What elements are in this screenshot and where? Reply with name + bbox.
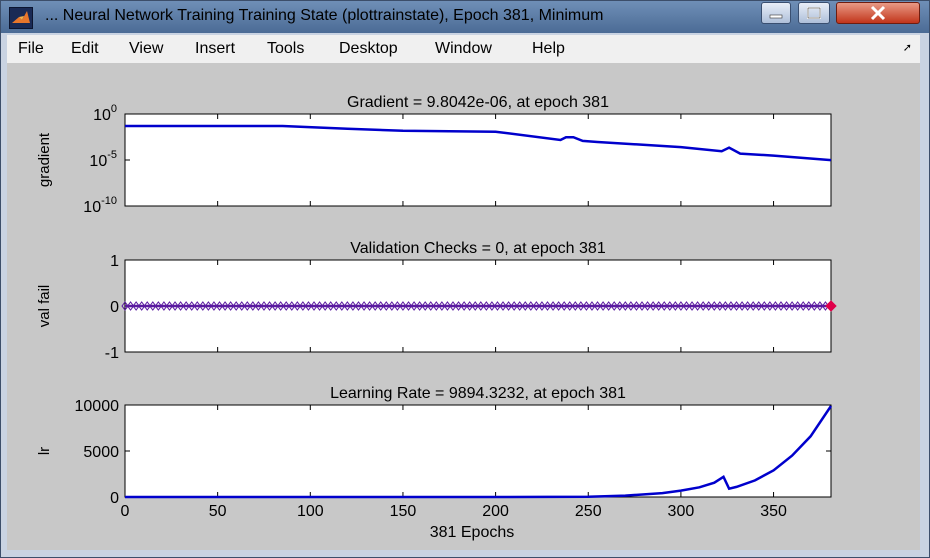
x-tick-label: 0: [121, 503, 130, 520]
x-tick-label: 200: [482, 503, 509, 520]
menu-window[interactable]: Window: [435, 40, 492, 57]
minimize-button[interactable]: [761, 2, 791, 24]
chart-title: Gradient = 9.8042e-06, at epoch 381: [347, 94, 609, 111]
title-bar: ... Neural Network Training Training Sta…: [1, 1, 929, 33]
chart-panel-3: 0 5000 10000 Learning Rate = 9894.3232, at …: [36, 385, 833, 541]
x-tick-label: 350: [760, 503, 787, 520]
window-title: ... Neural Network Training Training Sta…: [45, 7, 604, 24]
x-tick-label: 250: [575, 503, 602, 520]
menu-file[interactable]: File: [18, 40, 44, 57]
dock-arrow-icon[interactable]: ➚: [902, 42, 912, 54]
chart-panel-2: -1 0 1 Validation Checks = 0, at epoch 381 v…: [36, 240, 837, 362]
x-tick-label: 50: [209, 503, 227, 520]
y-tick-label: 1: [110, 253, 119, 270]
menu-bar: File Edit View Insert Tools Desktop Wind…: [7, 35, 920, 64]
x-tick-label: 150: [390, 503, 417, 520]
chart-panel-1: 100 10-5 10-10 Gradient = 9.8042e-06, at ep…: [36, 94, 832, 216]
y-tick-label: 10-5: [89, 149, 117, 170]
y-axis-label: val fail: [36, 285, 53, 328]
menu-help[interactable]: Help: [532, 40, 565, 57]
menu-edit[interactable]: Edit: [71, 40, 99, 57]
menu-tools[interactable]: Tools: [267, 40, 305, 57]
menu-insert[interactable]: Insert: [195, 40, 236, 57]
plot-area: [124, 404, 832, 498]
y-tick-label: 0: [110, 299, 119, 316]
close-icon: [870, 5, 886, 21]
matlab-logo-icon: [9, 7, 33, 29]
final-point-marker: [825, 300, 837, 312]
series-line: [125, 124, 832, 162]
figure-area: 100 10-5 10-10 Gradient = 9.8042e-06, at ep…: [7, 64, 920, 550]
menu-view[interactable]: View: [129, 40, 164, 57]
y-axis-label: lr: [36, 447, 53, 455]
y-tick-label: 5000: [83, 444, 119, 461]
y-axis-label: gradient: [36, 132, 53, 187]
y-tick-label: 100: [93, 103, 117, 124]
x-tick-label: 100: [297, 503, 324, 520]
maximize-icon: [807, 7, 821, 19]
y-tick-label: 10-10: [83, 195, 117, 216]
maximize-button[interactable]: [798, 2, 830, 24]
x-axis-label: 381 Epochs: [430, 524, 515, 541]
y-tick-label: -1: [105, 345, 119, 362]
y-tick-label: 10000: [75, 398, 120, 415]
chart-title: Validation Checks = 0, at epoch 381: [350, 240, 606, 257]
series-line: [125, 405, 833, 499]
minimize-icon: [769, 14, 783, 19]
menu-desktop[interactable]: Desktop: [339, 40, 398, 57]
chart-title: Learning Rate = 9894.3232, at epoch 381: [330, 385, 626, 402]
y-tick-label: 0: [110, 490, 119, 507]
x-tick-label: 300: [668, 503, 695, 520]
close-button[interactable]: [836, 2, 920, 24]
plot-area: [124, 113, 832, 207]
